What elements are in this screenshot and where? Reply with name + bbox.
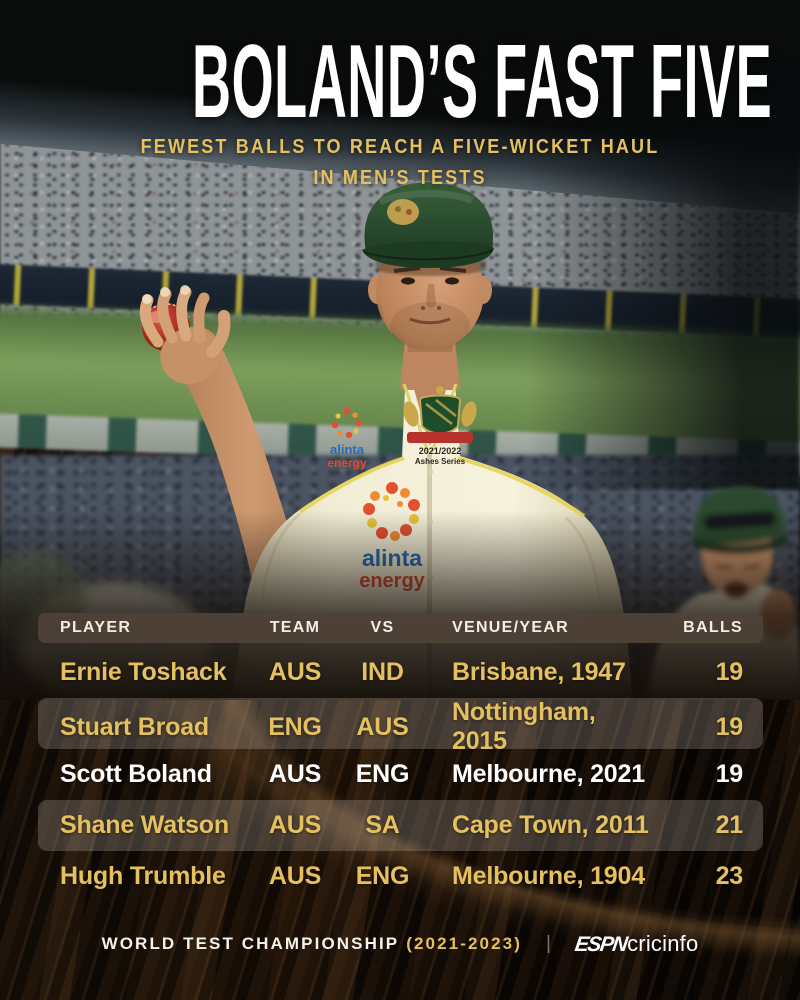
page-title: BOLAND’S FAST FIVE [192,24,773,140]
title-block: BOLAND’S FAST FIVE FEWEST BALLS TO REACH… [0,0,800,194]
subtitle-line1: FEWEST BALLS TO REACH A FIVE-WICKET HAUL [140,136,660,158]
team: AUS [268,811,322,839]
player-name: Ernie Toshack [60,658,227,686]
balls-count: 19 [715,760,744,788]
opponent: AUS [356,712,409,741]
australia-crest: 2021/2022 Ashes Series [403,386,477,466]
crest-year-text: 2021/2022 [419,446,462,456]
venue-year: Melbourne, 2021 [452,760,645,788]
table-row: Ernie Toshack AUS IND Brisbane, 1947 19 [38,647,763,698]
venue-year: Melbourne, 1904 [452,862,645,890]
team: AUS [268,760,322,788]
col-header-team: TEAM [269,619,321,636]
col-header-balls: BALLS [683,619,743,636]
balls-count: 19 [715,712,744,741]
espn-wordmark: ESPN [573,933,628,956]
team: AUS [268,862,322,890]
head [362,182,494,350]
balls-count: 19 [715,658,744,686]
col-header-player: PLAYER [60,619,132,636]
player-name: Hugh Trumble [60,862,226,890]
col-header-vs: VS [370,619,395,636]
opponent: ENG [355,760,410,788]
footer-championship: WORLD TEST CHAMPIONSHIP [101,934,400,953]
team: AUS [268,658,322,686]
footer-years: (2021-2023) [406,934,522,953]
hand [139,285,231,385]
balls-count: 23 [715,862,744,890]
table-row: Hugh Trumble AUS ENG Melbourne, 1904 23 [38,851,763,902]
photo-fade-overlay [0,510,800,700]
venue-year: Brisbane, 1947 [452,658,626,686]
player-name: Scott Boland [60,760,212,788]
player-name: Shane Watson [60,811,229,839]
opponent: IND [361,658,404,686]
shadow-overlay [530,60,800,490]
espncricinfo-logo: ESPN cricinfo [573,931,699,957]
cricinfo-wordmark: cricinfo [627,931,699,956]
player-name: Stuart Broad [60,712,210,741]
subtitle-line2: IN MEN’S TESTS [313,167,487,189]
crest-series-text: Ashes Series [415,457,466,466]
opponent: SA [365,811,400,839]
opponent: ENG [355,862,410,890]
balls-count: 21 [715,811,744,839]
team: ENG [268,712,322,741]
table-row: Shane Watson AUS SA Cape Town, 2011 21 [38,800,763,851]
table-row-highlighted: Scott Boland AUS ENG Melbourne, 2021 19 [38,749,763,800]
stats-table: PLAYER TEAM VS VENUE/YEAR BALLS Ernie To… [38,613,763,902]
table-row: Stuart Broad ENG AUS Nottingham, 2015 19 [38,698,763,755]
venue-year: Nottingham, 2015 [452,698,596,755]
baggy-green-cap [362,182,494,268]
footer: WORLD TEST CHAMPIONSHIP (2021-2023) | ES… [0,931,800,957]
sponsor-logo-small: alinta energy [327,407,367,470]
venue-year: Cape Town, 2011 [452,811,649,839]
sponsor-starburst-small [331,407,363,439]
stadium-photo: 2021/2022 Ashes Series alinta energy [0,0,800,700]
sponsor-small-word: energy [327,456,367,470]
table-header-row: PLAYER TEAM VS VENUE/YEAR BALLS [38,613,763,643]
cap-badge [387,199,419,225]
footer-divider: | [545,933,551,954]
sponsor-small-name: alinta [330,442,365,457]
page-subtitle: FEWEST BALLS TO REACH A FIVE-WICKET HAUL… [40,132,760,194]
col-header-venue: VENUE/YEAR [452,619,570,636]
